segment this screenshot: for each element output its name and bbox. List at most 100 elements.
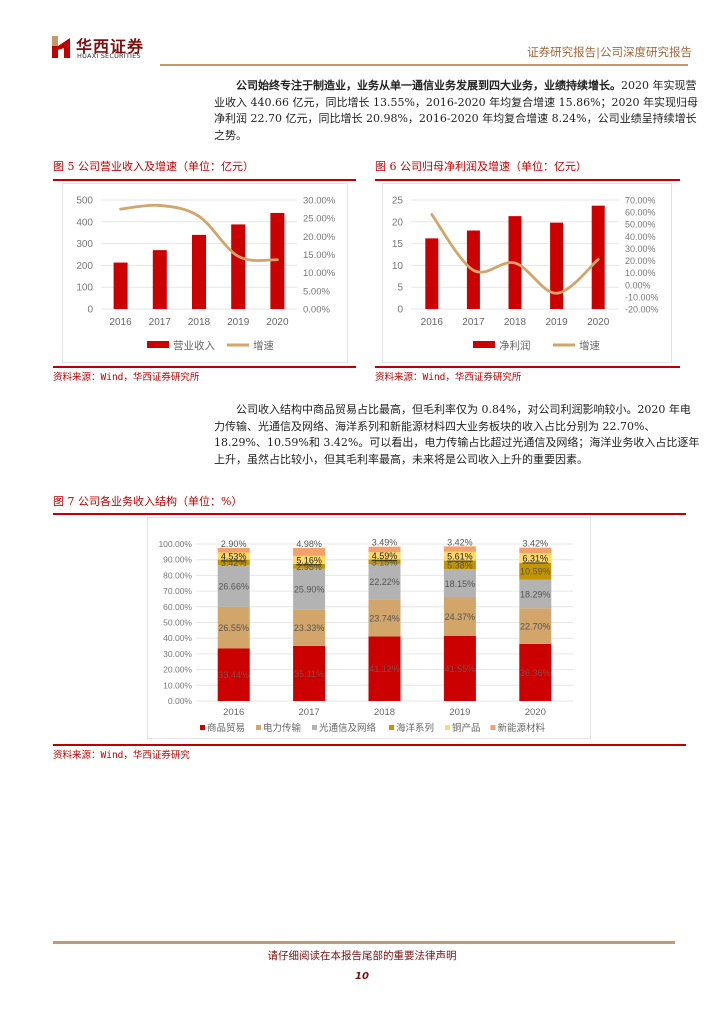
fig5-top-rule [53,179,356,181]
stack-segment [217,648,250,701]
bar [591,205,605,309]
stack-segment [519,643,552,701]
legal-notice: 请仔细阅读在本报告尾部的重要法律声明 [267,950,457,962]
svg-text:-20.00%: -20.00% [625,305,659,315]
stack-segment [443,597,476,636]
intro-text: 2020 年实现营业收入 440.66 亿元，同比增长 13.55%，2016-… [214,79,699,142]
svg-text:22.70%: 22.70% [520,622,551,632]
stack-segment [293,645,326,701]
svg-text:2020: 2020 [525,707,546,718]
intro-bold: 公司始终专注于制造业，业务从单一通信业务发展到四大业务，业绩持续增长。 [236,79,621,92]
svg-text:22.22%: 22.22% [369,577,400,587]
svg-text:2.90%: 2.90% [221,539,247,549]
svg-text:35.11%: 35.11% [294,669,324,679]
fig7-bottom-rule [53,744,686,746]
stack-segment [519,562,552,580]
svg-text:2018: 2018 [374,707,395,718]
svg-text:5.00%: 5.00% [303,286,330,297]
svg-text:5: 5 [397,283,403,294]
svg-text:18.29%: 18.29% [520,589,551,599]
svg-text:2018: 2018 [504,317,527,328]
svg-text:20.00%: 20.00% [625,256,656,266]
svg-text:增速: 增速 [579,339,600,352]
fig6-top-rule [375,179,680,181]
stack-segment [368,559,401,565]
svg-text:24.37%: 24.37% [445,612,476,622]
fig6-chart: 0 5 10 15 20 25 -20.00% -10.00% 0.00% 10.00% 20.00… [382,183,672,363]
svg-text:70.00%: 70.00% [625,196,656,206]
svg-text:电力传输: 电力传输 [263,722,302,734]
stack-segment [368,552,401,560]
svg-text:400: 400 [76,217,93,228]
svg-text:2016: 2016 [109,317,132,328]
svg-text:30.00%: 30.00% [625,244,656,254]
svg-text:300: 300 [76,239,93,250]
stack-segment [293,568,326,610]
svg-text:10.00%: 10.00% [625,268,656,278]
stack-segment [217,606,250,649]
stack-segment [519,608,552,644]
svg-text:26.55%: 26.55% [218,623,249,633]
stack-segment [368,564,401,600]
svg-text:90.00%: 90.00% [163,555,192,565]
svg-text:5.16%: 5.16% [296,555,322,565]
structure-text: 公司收入结构中商品贸易占比最高，但毛利率仅为 0.84%，对公司利润影响较小。2… [214,403,700,466]
svg-text:4.59%: 4.59% [372,551,398,561]
svg-text:2016: 2016 [223,707,244,718]
svg-text:20.00%: 20.00% [163,665,192,675]
svg-text:20: 20 [392,217,404,228]
svg-text:营业收入: 营业收入 [173,339,215,352]
stack-segment [293,548,326,556]
svg-text:2.95%: 2.95% [296,562,322,572]
stack-segment [443,546,476,552]
logo-name-cn: 华西证券 [76,37,145,56]
bar [231,224,246,309]
fig7-chart: 0.00% 10.00% 20.00% 30.00% 40.00% 50.00% 60.00… [147,517,591,739]
page-number: 10 [355,971,369,982]
stack-segment [293,609,326,646]
svg-text:10.59%: 10.59% [520,567,551,577]
stack-segment [368,636,401,701]
fig7-title: 图 7 公司各业务收入结构（单位：%） [53,495,243,508]
svg-text:70.00%: 70.00% [163,586,192,596]
svg-text:净利润: 净利润 [499,339,531,352]
svg-text:3.42%: 3.42% [523,539,549,549]
svg-text:10.00%: 10.00% [303,268,336,279]
svg-text:23.74%: 23.74% [369,613,400,623]
fig7-source: 资料来源：Wind，华西证券研究 [53,750,190,761]
svg-text:2017: 2017 [299,707,320,718]
svg-text:33.44%: 33.44% [218,670,249,680]
svg-text:海洋系列: 海洋系列 [396,722,434,734]
stack-segment [293,555,326,564]
svg-text:40.00%: 40.00% [163,633,192,643]
stack-segment [217,552,250,560]
svg-text:0: 0 [87,305,93,316]
stack-segment [368,599,401,637]
huaxi-logo-icon [52,36,70,58]
svg-text:20.00%: 20.00% [303,232,336,243]
fig7-top-rule [53,513,686,515]
svg-text:2020: 2020 [587,317,610,328]
svg-text:50.00%: 50.00% [625,220,656,230]
stack-segment [519,547,552,554]
bar [152,250,167,309]
svg-text:-10.00%: -10.00% [625,292,659,302]
fig6-source: 资料来源：Wind，华西证券研究所 [375,372,522,383]
svg-text:新能源材料: 新能源材料 [498,722,546,734]
svg-text:3.42%: 3.42% [447,537,473,547]
svg-text:2019: 2019 [545,317,568,328]
bar [550,222,564,309]
svg-text:15: 15 [392,239,404,250]
svg-text:增速: 增速 [253,339,274,352]
svg-text:10: 10 [392,261,404,272]
svg-text:2017: 2017 [149,317,172,328]
svg-text:6.31%: 6.31% [523,553,549,563]
stack-segment [217,564,250,607]
svg-text:4.98%: 4.98% [296,539,322,549]
svg-text:25.90%: 25.90% [294,584,325,594]
svg-text:2019: 2019 [449,707,470,718]
svg-text:30.00%: 30.00% [303,196,336,207]
svg-text:2016: 2016 [421,317,444,328]
svg-text:15.00%: 15.00% [303,250,336,261]
svg-text:40.00%: 40.00% [625,232,656,242]
